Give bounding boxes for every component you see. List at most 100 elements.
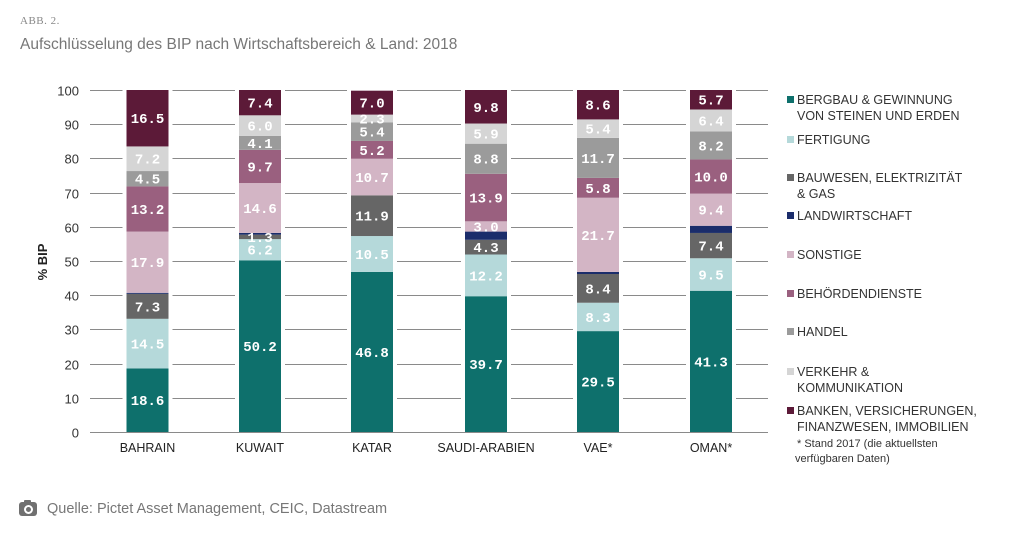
data-label: 8.2 [698, 139, 723, 155]
data-label: 21.7 [581, 229, 615, 245]
bar-segment [577, 273, 619, 303]
data-label: 39.7 [469, 358, 503, 374]
bar-segment [126, 146, 169, 172]
bar-segment [465, 231, 507, 240]
legend-swatch [787, 368, 794, 375]
legend-label: FERTIGUNG [797, 133, 871, 147]
data-label: 7.3 [135, 300, 160, 316]
bar-segment [465, 143, 507, 174]
legend-label: BERGBAU & GEWINNUNG [797, 93, 953, 107]
y-tick-label: 90 [65, 118, 79, 133]
data-label: 2.3 [359, 113, 384, 129]
figure-label: ABB. 2. [20, 15, 60, 27]
data-label: 10.0 [694, 171, 728, 187]
y-tick-label: 70 [65, 187, 79, 202]
x-tick-label: SAUDI-ARABIEN [437, 441, 534, 455]
bar-segment [690, 232, 732, 259]
legend-label: FINANZWESEN, IMMOBILIEN [797, 420, 969, 434]
camera-icon [19, 500, 37, 516]
bar-segment [465, 239, 507, 255]
data-label: 7.4 [247, 97, 272, 113]
legend-label: KOMMUNIKATION [797, 381, 904, 395]
bar-segment [351, 271, 393, 432]
x-tick-labels: BAHRAIN KUWAIT KATAR SAUDI-ARABIEN VAE* OMAN* [120, 441, 733, 455]
data-label: 6.0 [247, 120, 272, 136]
data-label: 18.6 [131, 394, 165, 410]
data-label: 11.9 [355, 210, 389, 226]
data-label: 12.2 [469, 269, 503, 285]
bar-segment [577, 90, 619, 120]
bar-segment [126, 292, 169, 294]
data-label: 7.0 [359, 97, 384, 113]
legend-label: VON STEINEN UND ERDEN [797, 109, 960, 123]
bar-stack: 18.6 14.5 7.3 17.9 13.2 4.5 7.2 16.5 [122, 89, 173, 432]
bars: 18.6 14.5 7.3 17.9 13.2 4.5 7.2 16.5 50.2 6.21.3 1… [122, 89, 736, 432]
bar-segment [126, 293, 169, 319]
data-label: 5.2 [359, 144, 384, 160]
data-label: 4.5 [135, 173, 160, 189]
legend-swatch [787, 290, 794, 297]
legend-swatch [787, 251, 794, 258]
chart-title: Aufschlüsselung des BIP nach Wirtschafts… [20, 36, 458, 53]
legend-swatch [787, 136, 794, 143]
bar-segment [351, 140, 393, 159]
data-label: 17.9 [131, 256, 165, 272]
data-label: 13.9 [469, 192, 503, 208]
data-label: 5.7 [698, 94, 723, 110]
data-label: 5.4 [585, 123, 610, 139]
y-tick-label: 0 [72, 426, 79, 441]
bar-segment [577, 177, 619, 198]
data-label: 14.5 [131, 338, 165, 354]
bar-segment [126, 90, 169, 147]
data-label: 14.6 [243, 202, 277, 218]
bar-segment [126, 171, 169, 187]
y-tick-label: 40 [65, 289, 79, 304]
data-label: 16.5 [131, 112, 165, 128]
legend-label: LANDWIRTSCHAFT [797, 209, 913, 223]
data-label: 1.3 [247, 231, 272, 247]
legend-swatch [787, 174, 794, 181]
legend-swatch [787, 96, 794, 103]
legend-label: HANDEL [797, 325, 848, 339]
bar-segment [465, 173, 507, 222]
data-label: 6.4 [698, 114, 723, 130]
bar-segment [239, 135, 281, 150]
footnote-line: verfügbaren Daten) [795, 453, 890, 465]
y-tick-label: 50 [65, 255, 79, 270]
bar-segment [239, 183, 281, 233]
bar-segment [577, 137, 619, 178]
bar-segment [126, 318, 169, 369]
data-label: 41.3 [694, 355, 728, 371]
bar-segment [690, 131, 732, 160]
data-label: 10.5 [355, 248, 389, 264]
y-tick-label: 20 [65, 358, 79, 373]
bar-segment [351, 158, 393, 196]
data-label: 9.8 [473, 101, 498, 117]
data-label: 7.4 [698, 240, 723, 256]
data-label: 5.8 [585, 182, 610, 198]
footnote-line: * Stand 2017 (die aktuellsten [797, 438, 938, 450]
gridlines [90, 90, 768, 433]
y-tick-label: 60 [65, 221, 79, 236]
data-label: 46.8 [355, 346, 389, 362]
bar-segment [239, 115, 281, 136]
data-label: 50.2 [243, 340, 277, 356]
x-tick-label: KUWAIT [236, 441, 285, 455]
data-label: 9.5 [698, 269, 723, 285]
legend-label: BANKEN, VERSICHERUNGEN, [797, 404, 977, 418]
bar-segment [690, 258, 732, 291]
y-tick-label: 10 [65, 392, 79, 407]
data-label: 8.6 [585, 99, 610, 115]
data-label: 9.4 [698, 204, 723, 220]
legend-swatch [787, 407, 794, 414]
x-tick-label: BAHRAIN [120, 441, 176, 455]
data-label: 8.8 [473, 153, 498, 169]
bar-segment [465, 221, 507, 232]
bar-segment [351, 195, 393, 237]
y-tick-label: 80 [65, 152, 79, 167]
bar-segment [690, 193, 732, 226]
bar-segment [577, 119, 619, 138]
bar-segment [351, 90, 393, 115]
bar-segment [577, 302, 619, 332]
bar-segment [239, 239, 281, 261]
